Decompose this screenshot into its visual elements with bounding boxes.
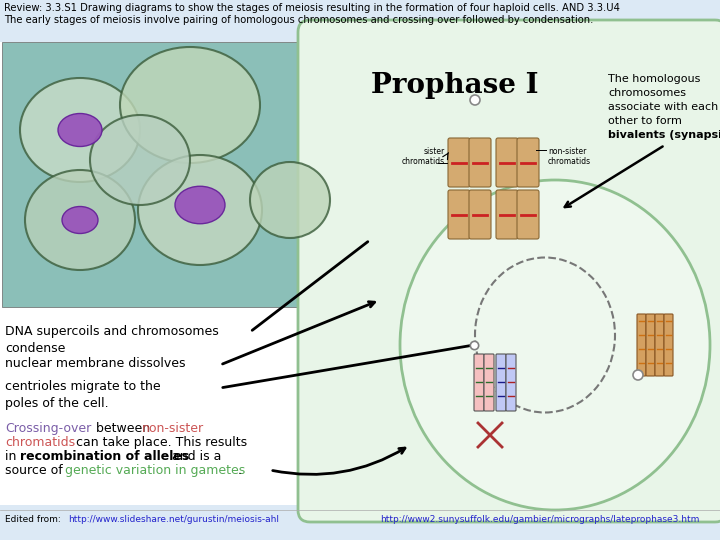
Text: http://www2.sunysuffolk.edu/gambier/micrographs/lateprophase3.htm: http://www2.sunysuffolk.edu/gambier/micr… (380, 516, 699, 524)
Ellipse shape (250, 162, 330, 238)
FancyBboxPatch shape (517, 190, 539, 239)
FancyBboxPatch shape (664, 314, 673, 376)
Text: Review: 3.3.S1 Drawing diagrams to show the stages of meiosis resulting in the f: Review: 3.3.S1 Drawing diagrams to show … (4, 3, 620, 13)
Ellipse shape (58, 113, 102, 146)
FancyBboxPatch shape (448, 190, 470, 239)
FancyBboxPatch shape (469, 138, 491, 187)
FancyBboxPatch shape (655, 314, 664, 376)
FancyBboxPatch shape (496, 138, 518, 187)
Bar (0, 510, 720, 540)
Text: The early stages of meiosis involve pairing of homologous chromosomes and crossi: The early stages of meiosis involve pair… (4, 15, 593, 25)
Ellipse shape (90, 115, 190, 205)
Ellipse shape (25, 170, 135, 270)
Bar (0, 0, 720, 42)
Text: associate with each: associate with each (608, 102, 719, 112)
Text: in: in (5, 450, 20, 463)
Text: centrioles migrate to the
poles of the cell.: centrioles migrate to the poles of the c… (5, 380, 161, 410)
Ellipse shape (138, 155, 262, 265)
Ellipse shape (175, 186, 225, 224)
Text: between: between (92, 422, 154, 435)
Circle shape (470, 95, 480, 105)
Text: chromosomes: chromosomes (608, 88, 686, 98)
FancyBboxPatch shape (496, 354, 506, 411)
Text: other to form: other to form (608, 116, 682, 126)
Text: Crossing-over: Crossing-over (5, 422, 91, 435)
Text: DNA supercoils and chromosomes
condense: DNA supercoils and chromosomes condense (5, 325, 219, 355)
FancyBboxPatch shape (474, 354, 484, 411)
FancyBboxPatch shape (484, 354, 494, 411)
Ellipse shape (62, 206, 98, 233)
Text: non-sister: non-sister (142, 422, 204, 435)
Circle shape (633, 370, 643, 380)
Ellipse shape (120, 47, 260, 163)
Text: nuclear membrane dissolves: nuclear membrane dissolves (5, 357, 186, 370)
Bar (2, 42, 310, 307)
Text: chromatids: chromatids (5, 436, 75, 449)
Text: recombination of alleles: recombination of alleles (20, 450, 189, 463)
Text: genetic variation in gametes: genetic variation in gametes (65, 464, 246, 477)
Ellipse shape (20, 78, 140, 182)
Text: non-sister
chromatids: non-sister chromatids (548, 147, 591, 166)
Text: bivalents (synapsis).: bivalents (synapsis). (608, 130, 720, 140)
Text: and is a: and is a (168, 450, 221, 463)
FancyBboxPatch shape (517, 138, 539, 187)
Text: Edited from:: Edited from: (5, 516, 63, 524)
Ellipse shape (400, 180, 710, 510)
FancyBboxPatch shape (298, 20, 720, 522)
Text: Prophase I: Prophase I (372, 72, 539, 99)
FancyBboxPatch shape (469, 190, 491, 239)
FancyBboxPatch shape (506, 354, 516, 411)
Text: sister
chromatids: sister chromatids (402, 147, 445, 166)
FancyBboxPatch shape (637, 314, 646, 376)
Text: http://www.slideshare.net/gurustin/meiosis-ahl: http://www.slideshare.net/gurustin/meios… (68, 516, 279, 524)
FancyBboxPatch shape (496, 190, 518, 239)
Text: source of: source of (5, 464, 67, 477)
Bar (0, 42, 720, 505)
Text: can take place. This results: can take place. This results (72, 436, 247, 449)
FancyBboxPatch shape (448, 138, 470, 187)
FancyBboxPatch shape (646, 314, 655, 376)
Text: The homologous: The homologous (608, 74, 701, 84)
Text: .: . (238, 464, 242, 477)
